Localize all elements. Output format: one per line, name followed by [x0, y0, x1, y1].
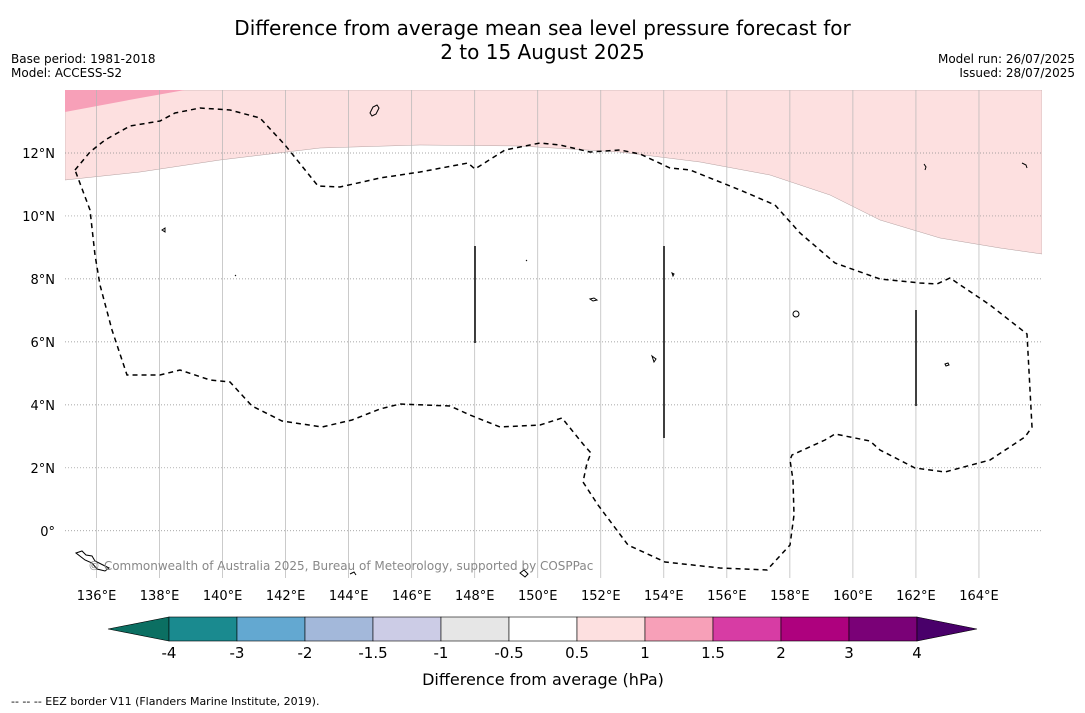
copyright-text: © Commonwealth of Australia 2025, Bureau…	[88, 559, 593, 573]
eez-footnote: -- -- -- EEZ border V11 (Flanders Marine…	[11, 695, 320, 708]
colorbar-tick-label: 1	[640, 644, 650, 662]
lon-tick-label: 160°E	[833, 589, 873, 604]
lon-tick-label: 140°E	[203, 589, 243, 604]
colorbar-box	[644, 616, 714, 642]
colorbar-tick-label: 3	[844, 644, 854, 662]
colorbar-under-arrow	[107, 616, 170, 642]
colorbar-box	[712, 616, 782, 642]
grid-lines	[65, 90, 1042, 578]
colorbar-label: Difference from average (hPa)	[422, 670, 664, 689]
colorbar-box	[848, 616, 918, 642]
map-title-line2: 2 to 15 August 2025	[440, 40, 645, 64]
colorbar-tick-label: -1.5	[358, 644, 387, 662]
anomaly-region-0.5-1	[65, 90, 1042, 255]
lat-tick-label: 4°N	[31, 399, 56, 414]
colorbar-box	[576, 616, 646, 642]
colorbar-box	[168, 616, 238, 642]
meta-right: Model run: 26/07/2025 Issued: 28/07/2025	[938, 52, 1075, 80]
colorbar-tick-label: 0.5	[565, 644, 589, 662]
lat-tick-label: 8°N	[31, 273, 56, 288]
colorbar-tick-label: -2	[298, 644, 313, 662]
colorbar-tick-label: 2	[776, 644, 786, 662]
lat-tick-labels: 0° 2°N 4°N 6°N 8°N 10°N 12°N	[22, 147, 55, 540]
lon-tick-label: 162°E	[896, 589, 936, 604]
lon-tick-label: 136°E	[77, 589, 117, 604]
lat-tick-label: 12°N	[22, 147, 55, 162]
model-run: Model run: 26/07/2025	[937, 52, 1075, 66]
map-title-line1: Difference from average mean sea level p…	[234, 16, 851, 40]
colorbar-tick-label: 1.5	[701, 644, 725, 662]
issued-date: Issued: 28/07/2025	[959, 66, 1075, 80]
model-name: Model: ACCESS-S2	[11, 66, 123, 80]
lon-tick-label: 138°E	[140, 589, 180, 604]
colorbar-over-arrow	[916, 616, 978, 642]
colorbar-labels: -4 -3 -2 -1.5 -1 -0.5 0.5 1 1.5 2 3 4	[162, 644, 922, 662]
lon-tick-label: 144°E	[329, 589, 369, 604]
colorbar-tick-label: -3	[230, 644, 245, 662]
colorbar-box	[780, 616, 850, 642]
lon-tick-label: 142°E	[266, 589, 306, 604]
colorbar-box	[304, 616, 374, 642]
colorbar-box	[236, 616, 306, 642]
anomaly-region-1-1.5	[65, 90, 185, 112]
colorbar-tick-label: -0.5	[494, 644, 523, 662]
colorbar: -4 -3 -2 -1.5 -1 -0.5 0.5 1 1.5 2 3 4 Difference fr…	[107, 616, 978, 689]
lon-tick-label: 158°E	[770, 589, 810, 604]
colorbar-box	[440, 616, 510, 642]
colorbar-tick-label: -4	[162, 644, 177, 662]
lon-tick-label: 150°E	[518, 589, 558, 604]
base-period: Base period: 1981-2018	[11, 52, 156, 66]
lon-tick-label: 146°E	[392, 589, 432, 604]
colorbar-box	[372, 616, 442, 642]
colorbar-tick-label: 4	[912, 644, 922, 662]
lon-tick-label: 152°E	[581, 589, 621, 604]
colorbar-box	[508, 616, 578, 642]
colorbar-tick-label: -1	[434, 644, 449, 662]
meta-left: Base period: 1981-2018 Model: ACCESS-S2	[11, 52, 156, 80]
lon-tick-label: 148°E	[455, 589, 495, 604]
lon-tick-label: 164°E	[959, 589, 999, 604]
lon-tick-labels: 136°E 138°E 140°E 142°E 144°E 146°E 148°E 150°E…	[77, 589, 999, 604]
lon-tick-label: 154°E	[644, 589, 684, 604]
lat-tick-label: 6°N	[31, 336, 56, 351]
lat-tick-label: 10°N	[22, 210, 55, 225]
lon-tick-label: 156°E	[707, 589, 747, 604]
map-area: © Commonwealth of Australia 2025, Bureau…	[65, 90, 1042, 578]
island-outlines	[74, 104, 1028, 578]
lat-tick-label: 2°N	[31, 462, 56, 477]
eez-border	[74, 107, 1033, 571]
lat-tick-label: 0°	[40, 525, 55, 540]
